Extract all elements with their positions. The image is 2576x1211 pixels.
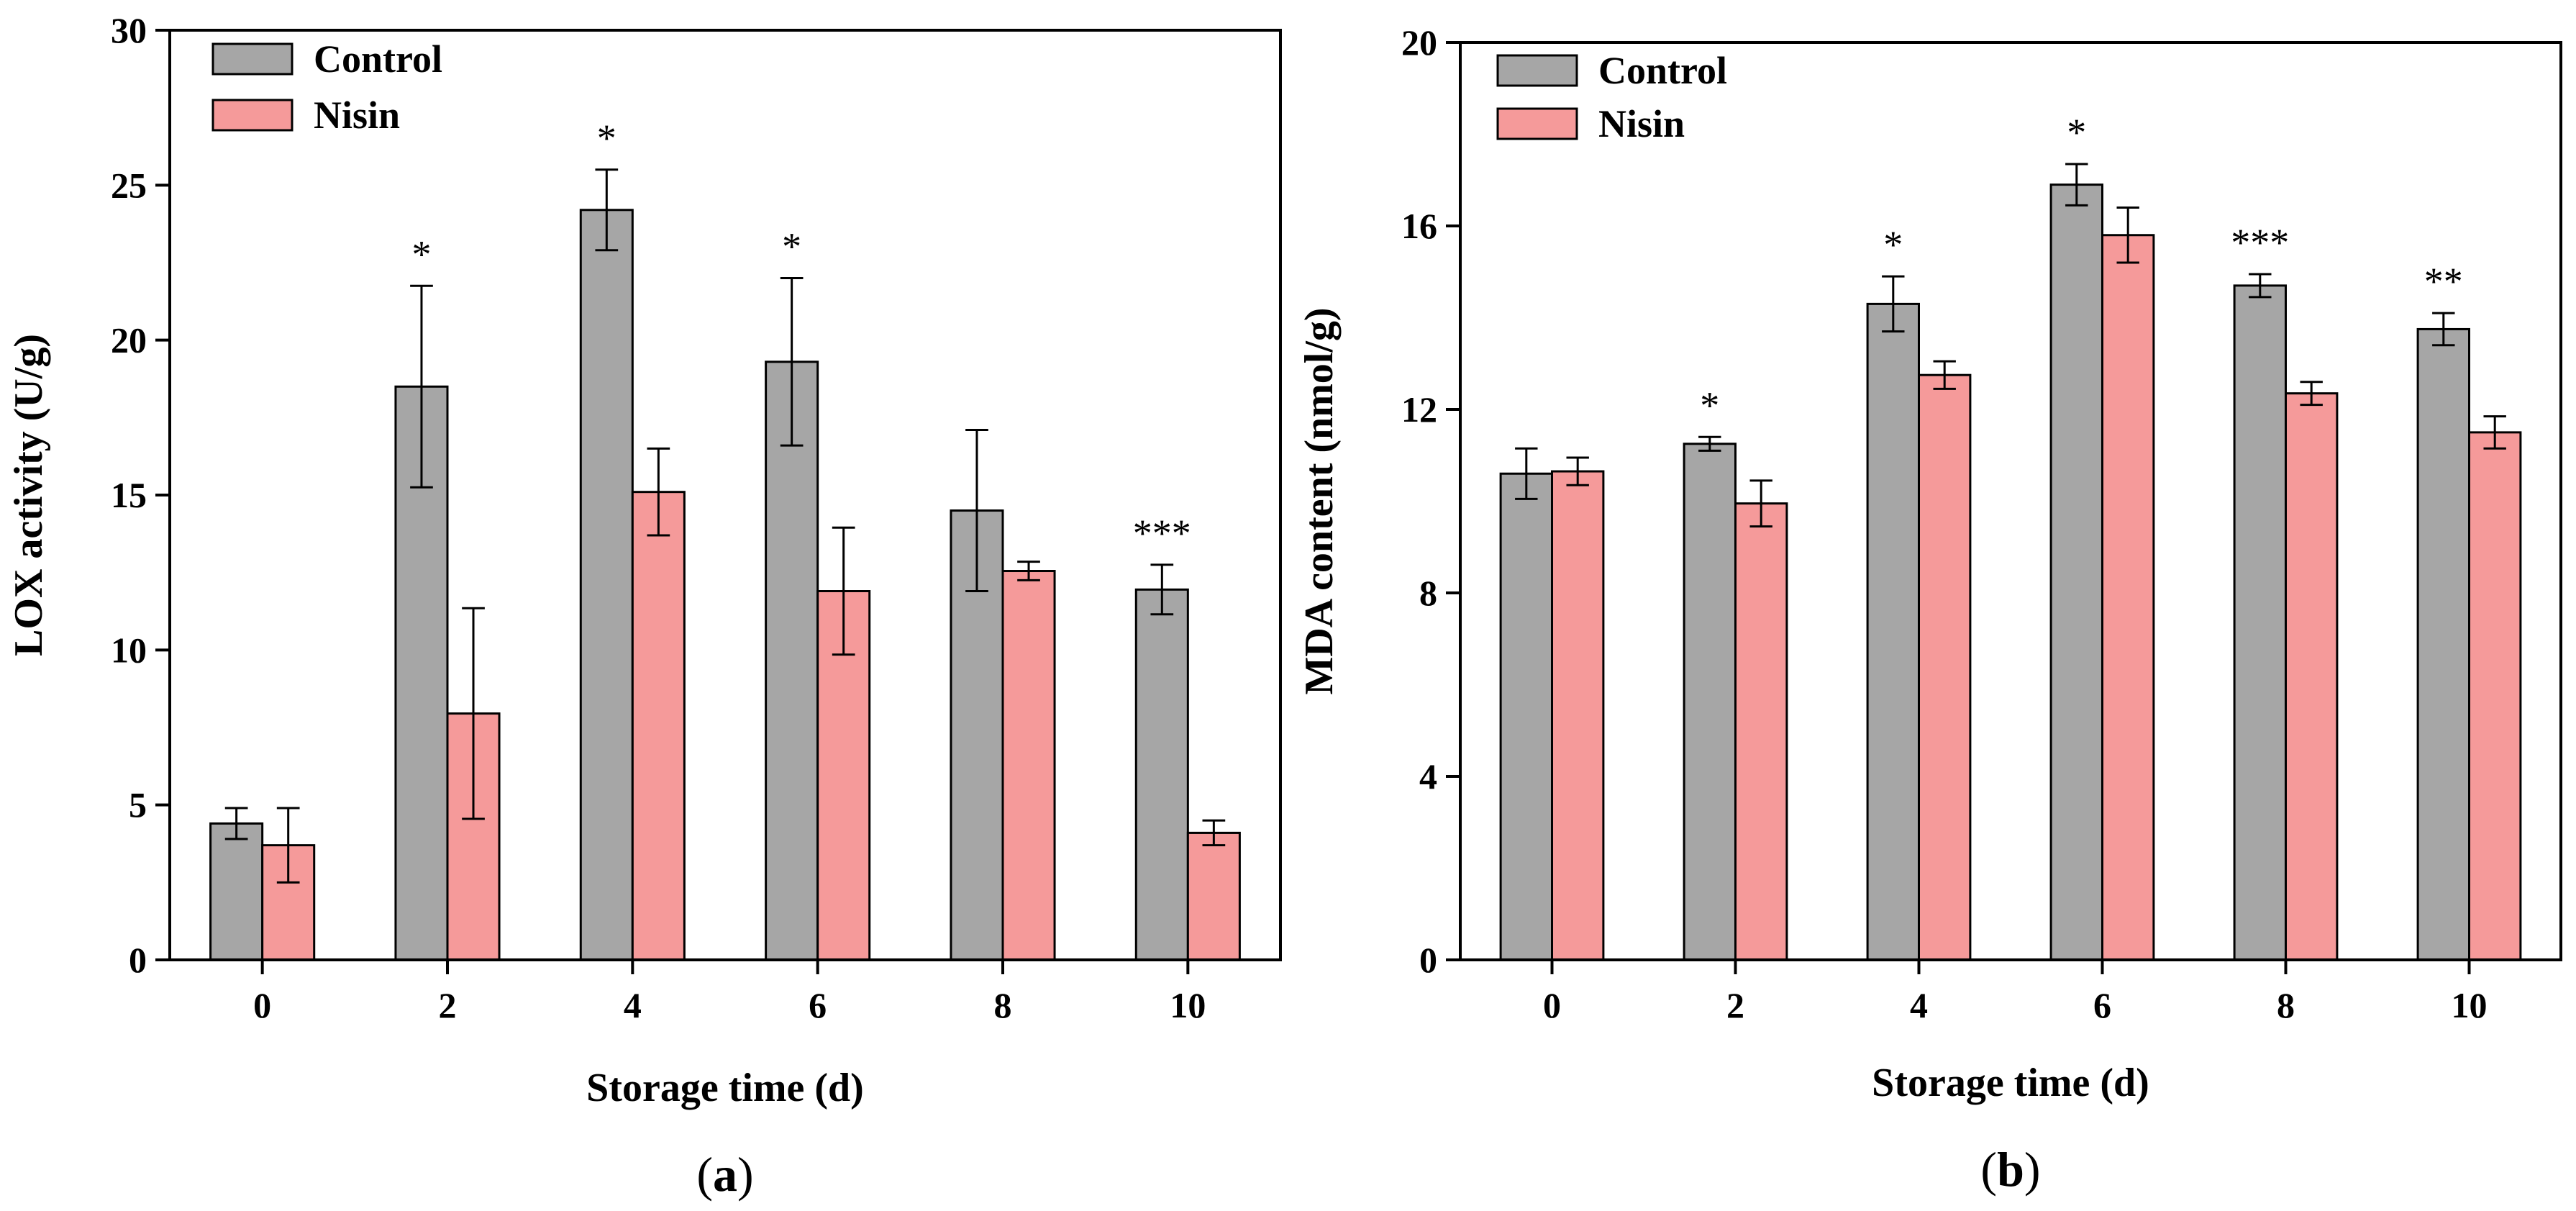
y-tick-label-30: 30 bbox=[111, 10, 147, 50]
error-bar-control-0 bbox=[224, 807, 248, 840]
error-bar-control-10 bbox=[2432, 312, 2455, 347]
bar-control-4 bbox=[579, 209, 634, 961]
x-tick-label-4: 4 bbox=[1910, 985, 1928, 1025]
significance-label-2: * bbox=[411, 232, 431, 276]
y-axis-title: LOX activity (U/g) bbox=[6, 334, 51, 656]
error-bar-control-4 bbox=[1882, 275, 1905, 333]
bar-control-8 bbox=[2233, 284, 2288, 961]
bar-control-0 bbox=[1499, 472, 1554, 961]
x-tick-label-8: 8 bbox=[2277, 985, 2295, 1025]
y-tick-label-20: 20 bbox=[1401, 22, 1437, 63]
bar-control-0 bbox=[209, 822, 264, 961]
x-tick-label-2: 2 bbox=[1726, 985, 1744, 1025]
error-bar-nisin-6 bbox=[832, 526, 855, 656]
y-tick-label-10: 10 bbox=[111, 630, 147, 670]
error-bar-control-6 bbox=[2065, 163, 2088, 207]
error-bar-control-8 bbox=[2249, 273, 2272, 299]
error-bar-nisin-4 bbox=[647, 447, 670, 537]
significance-label-4: * bbox=[597, 117, 616, 160]
plot-frame bbox=[1459, 41, 2562, 961]
significance-label-8: *** bbox=[2231, 221, 2289, 264]
x-tick-label-0: 0 bbox=[1543, 985, 1561, 1025]
legend-label-control: Control bbox=[1598, 49, 1727, 92]
legend: Control Nisin bbox=[1496, 49, 1727, 145]
x-tick-label-4: 4 bbox=[624, 985, 642, 1025]
legend-label-nisin: Nisin bbox=[314, 94, 400, 137]
error-bar-control-0 bbox=[1515, 447, 1538, 500]
bar-nisin-4 bbox=[631, 491, 686, 961]
error-bar-nisin-8 bbox=[2300, 381, 2323, 407]
error-bar-control-10 bbox=[1150, 563, 1174, 616]
error-bar-control-6 bbox=[780, 277, 804, 447]
error-bar-nisin-2 bbox=[1749, 479, 1772, 528]
legend-label-nisin: Nisin bbox=[1598, 102, 1685, 145]
error-bar-control-4 bbox=[595, 168, 619, 252]
y-tick-label-0: 0 bbox=[1419, 940, 1437, 980]
error-bar-nisin-10 bbox=[2483, 415, 2506, 450]
bar-nisin-4 bbox=[1918, 373, 1972, 961]
significance-label-2: * bbox=[1700, 384, 1719, 427]
bar-nisin-2 bbox=[1734, 502, 1788, 961]
panel-label: (b) bbox=[1980, 1142, 2040, 1197]
bar-nisin-10 bbox=[1186, 831, 1241, 961]
x-axis-title: Storage time (d) bbox=[1872, 1061, 2149, 1105]
error-bar-nisin-0 bbox=[1566, 456, 1589, 486]
bar-nisin-6 bbox=[2101, 234, 2155, 961]
significance-label-4: * bbox=[1883, 223, 1903, 266]
plot-frame bbox=[168, 29, 1282, 961]
error-bar-nisin-4 bbox=[1933, 360, 1956, 390]
legend-swatch-control bbox=[1496, 54, 1578, 87]
legend: Control Nisin bbox=[211, 37, 442, 137]
y-tick-label-12: 12 bbox=[1401, 389, 1437, 430]
significance-label-10: ** bbox=[2424, 260, 2463, 303]
y-tick-label-25: 25 bbox=[111, 165, 147, 205]
legend-swatch-nisin bbox=[211, 99, 293, 132]
legend-swatch-control bbox=[211, 42, 293, 76]
significance-label-10: *** bbox=[1133, 512, 1191, 555]
significance-label-6: * bbox=[782, 225, 801, 268]
significance-label-6: * bbox=[2067, 111, 2086, 154]
bar-nisin-10 bbox=[2468, 431, 2522, 961]
y-tick-label-8: 8 bbox=[1419, 573, 1437, 613]
error-bar-nisin-0 bbox=[276, 807, 300, 884]
error-bar-control-8 bbox=[965, 429, 988, 593]
x-axis-title: Storage time (d) bbox=[586, 1066, 864, 1110]
y-tick-label-5: 5 bbox=[129, 785, 147, 825]
chart-panel-a: 0 * 2 * 4 * 6 8 *** 10 0 5 10 15 20 25 30 Storage time (d… bbox=[6, 10, 1282, 1202]
bar-control-10 bbox=[2416, 327, 2471, 961]
bar-control-2 bbox=[1683, 443, 1737, 961]
x-tick-label-10: 10 bbox=[2452, 985, 2488, 1025]
y-tick-label-15: 15 bbox=[111, 475, 147, 515]
chart-panel-b: 0 * 2 * 4 * 6 *** 8 ** 10 0 4 8 12 16 20 Storage time (d)… bbox=[1297, 22, 2562, 1197]
error-bar-control-2 bbox=[410, 284, 433, 489]
legend-swatch-nisin bbox=[1496, 107, 1578, 140]
bar-control-10 bbox=[1134, 588, 1189, 961]
x-tick-label-6: 6 bbox=[2093, 985, 2111, 1025]
error-bar-nisin-2 bbox=[462, 607, 485, 820]
bar-nisin-0 bbox=[1551, 470, 1605, 961]
error-bar-nisin-10 bbox=[1202, 819, 1226, 847]
bar-control-6 bbox=[2049, 183, 2104, 961]
y-axis-title: MDA content (nmol/g) bbox=[1297, 307, 1342, 694]
bar-nisin-8 bbox=[2285, 392, 2339, 961]
y-tick-label-16: 16 bbox=[1401, 206, 1437, 246]
bar-control-4 bbox=[1866, 302, 1921, 961]
y-tick-label-20: 20 bbox=[111, 320, 147, 360]
x-tick-label-10: 10 bbox=[1170, 985, 1206, 1025]
error-bar-nisin-8 bbox=[1017, 561, 1040, 581]
y-tick-label-0: 0 bbox=[129, 940, 147, 980]
bar-control-6 bbox=[765, 360, 819, 961]
error-bar-nisin-6 bbox=[2116, 207, 2139, 264]
legend-label-control: Control bbox=[314, 37, 442, 81]
error-bar-control-2 bbox=[1698, 435, 1721, 452]
y-tick-label-4: 4 bbox=[1419, 756, 1437, 797]
x-tick-label-8: 8 bbox=[994, 985, 1012, 1025]
panel-label: (a) bbox=[696, 1147, 753, 1202]
x-tick-label-0: 0 bbox=[253, 985, 271, 1025]
x-tick-label-6: 6 bbox=[809, 985, 827, 1025]
x-tick-label-2: 2 bbox=[439, 985, 457, 1025]
bar-nisin-8 bbox=[1001, 570, 1056, 961]
